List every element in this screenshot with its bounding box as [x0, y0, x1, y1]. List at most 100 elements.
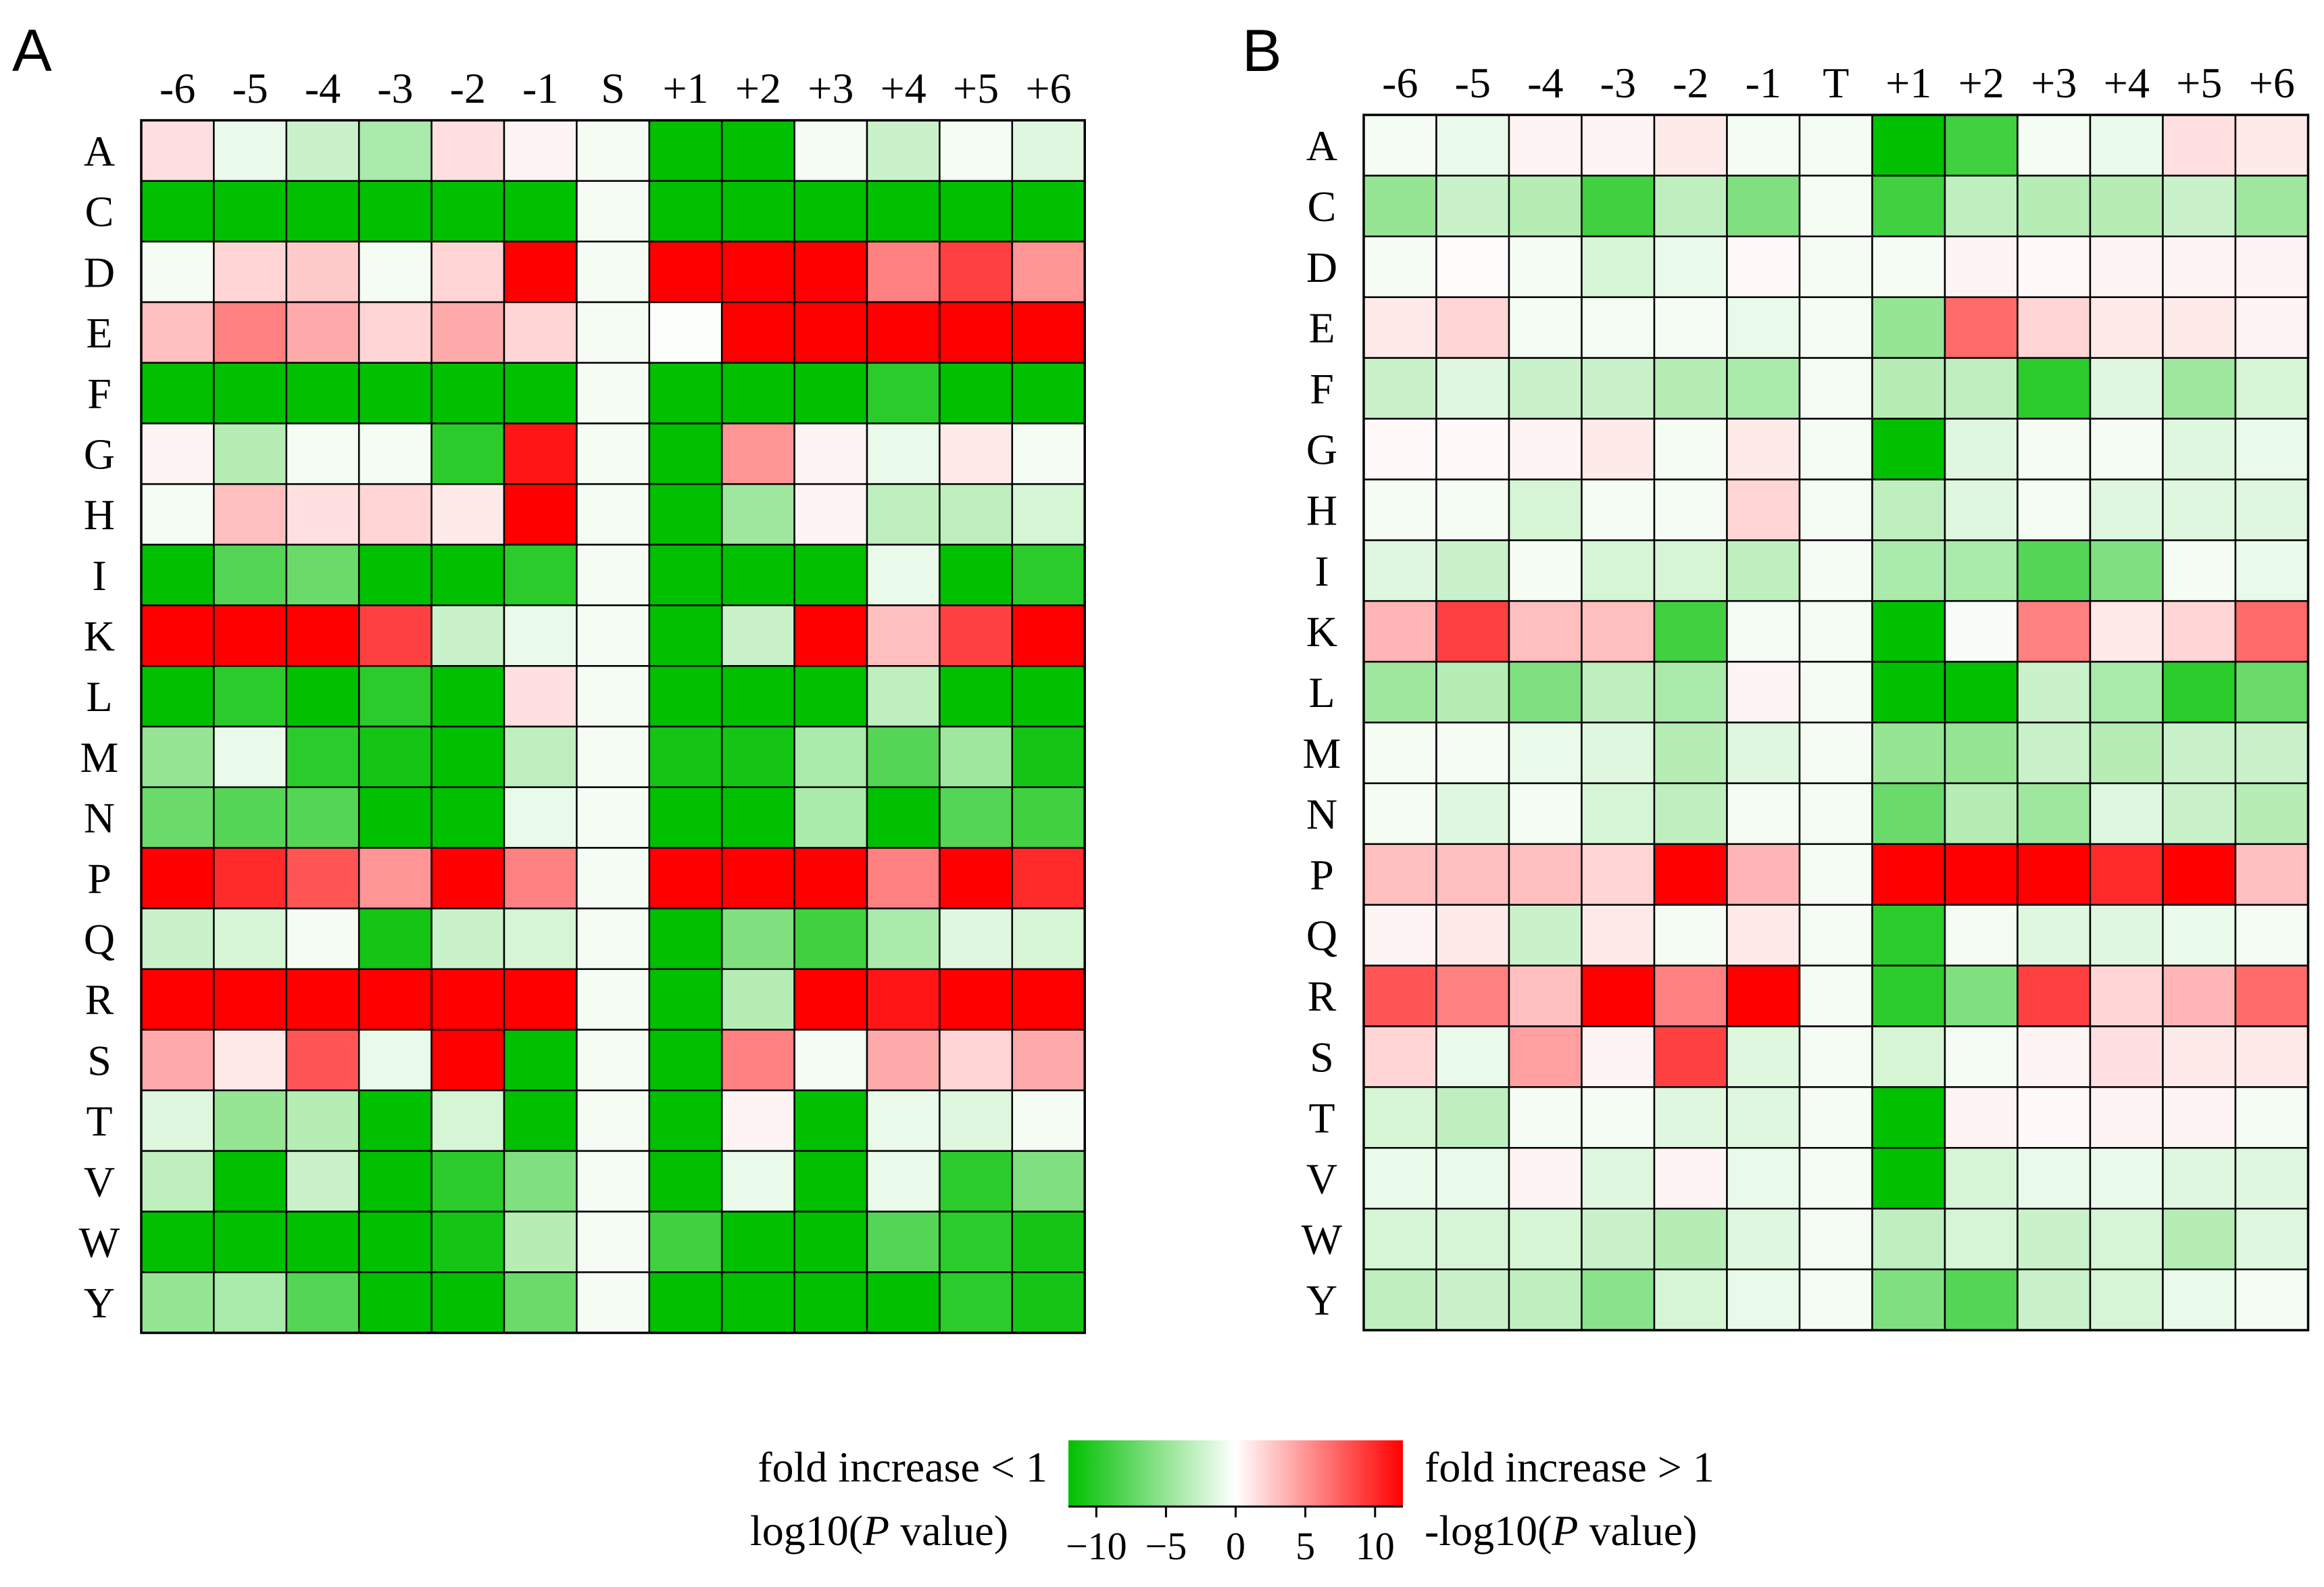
heatmap-cell-a-l-plus4: [866, 665, 941, 728]
heatmap-cell-b-g-minus4: [1508, 418, 1583, 481]
heatmap-cell-a-a-plus5: [939, 119, 1014, 182]
heatmap-cell-b-i-plus2: [1944, 539, 2019, 602]
heatmap-cell-b-w-t: [1798, 1207, 1873, 1271]
heatmap-cell-a-p-plus1: [648, 847, 723, 910]
heatmap-cell-a-p-plus3: [793, 847, 868, 910]
heatmap-cell-a-t-minus2: [430, 1089, 505, 1152]
heatmap-cell-b-m-minus6: [1362, 721, 1437, 785]
heatmap-cell-b-g-t: [1798, 418, 1873, 481]
heatmap-cell-b-s-minus4: [1508, 1025, 1583, 1088]
heatmap-cell-b-a-minus6: [1362, 114, 1437, 177]
heatmap-cell-a-a-minus6: [140, 119, 215, 182]
heatmap-cell-b-i-minus6: [1362, 539, 1437, 602]
heatmap-cell-b-d-minus3: [1581, 235, 1656, 298]
row-label-a-a: A: [84, 127, 115, 175]
heatmap-cell-a-t-plus6: [1011, 1089, 1086, 1152]
heatmap-cell-a-i-s: [576, 543, 651, 606]
colorbar-tick-label: 0: [1226, 1524, 1245, 1568]
heatmap-cell-a-y-plus2: [720, 1271, 795, 1334]
heatmap-cell-a-d-plus3: [793, 241, 868, 303]
heatmap-cell-a-q-plus2: [720, 907, 795, 971]
heatmap-cell-b-y-minus5: [1435, 1268, 1510, 1332]
heatmap-cell-a-h-minus3: [357, 483, 432, 546]
heatmap-cell-b-h-plus4: [2089, 479, 2164, 541]
heatmap-cell-a-d-plus2: [720, 241, 795, 303]
heatmap-cell-b-n-minus6: [1362, 782, 1437, 846]
heatmap-cell-b-t-plus1: [1871, 1086, 1946, 1149]
heatmap-cell-a-c-plus1: [648, 180, 723, 243]
heatmap-cell-a-a-s: [576, 119, 651, 182]
heatmap-cell-a-a-plus6: [1011, 119, 1086, 182]
heatmap-cell-a-c-minus1: [503, 180, 578, 243]
heatmap-cell-a-m-plus3: [793, 725, 868, 788]
heatmap-cell-b-n-minus5: [1435, 782, 1510, 846]
heatmap-cell-b-g-plus1: [1871, 418, 1946, 481]
heatmap-cell-b-i-plus4: [2089, 539, 2164, 602]
heatmap-cell-a-s-minus6: [140, 1029, 215, 1092]
heatmap-cell-b-w-minus3: [1581, 1207, 1656, 1271]
column-label-a-minus6: -6: [159, 64, 195, 112]
heatmap-cell-a-f-plus4: [866, 362, 941, 424]
heatmap-cell-b-c-plus2: [1944, 174, 2019, 238]
column-label-a-minus3: -3: [377, 64, 413, 112]
heatmap-cell-a-h-minus2: [430, 483, 505, 546]
heatmap-cell-a-g-plus3: [793, 422, 868, 485]
heatmap-cell-a-t-minus3: [357, 1089, 432, 1152]
heatmap-cell-b-f-minus1: [1726, 357, 1801, 420]
heatmap-cell-a-i-plus6: [1011, 543, 1086, 606]
heatmap-cell-a-w-minus2: [430, 1211, 505, 1273]
heatmap-cell-b-r-plus2: [1944, 965, 2019, 1027]
heatmap-cell-b-r-minus1: [1726, 965, 1801, 1027]
heatmap-cell-a-e-minus4: [285, 301, 360, 364]
heatmap-cell-b-d-minus6: [1362, 235, 1437, 298]
heatmap-cell-a-q-plus1: [648, 907, 723, 971]
heatmap-cell-a-d-plus6: [1011, 241, 1086, 303]
heatmap-cell-b-c-plus3: [2017, 174, 2092, 238]
heatmap-cell-b-i-minus4: [1508, 539, 1583, 602]
heatmap-cell-b-d-plus4: [2089, 235, 2164, 298]
heatmap-cell-a-p-minus6: [140, 847, 215, 910]
heatmap-cell-a-c-minus2: [430, 180, 505, 243]
heatmap-cell-b-a-minus4: [1508, 114, 1583, 177]
heatmap-cell-b-q-plus2: [1944, 904, 2019, 967]
heatmap-cell-b-t-plus4: [2089, 1086, 2164, 1149]
heatmap-cell-b-a-minus5: [1435, 114, 1510, 177]
heatmap-cell-a-q-plus5: [939, 907, 1014, 971]
heatmap-cell-a-w-plus3: [793, 1211, 868, 1273]
heatmap-cell-a-g-plus1: [648, 422, 723, 485]
panel-label-b: B: [1242, 17, 1282, 84]
heatmap-cell-b-h-plus1: [1871, 479, 1946, 541]
heatmap-cell-b-p-t: [1798, 843, 1873, 906]
heatmap-cell-a-y-minus4: [285, 1271, 360, 1334]
column-label-a-plus6: +6: [1025, 64, 1071, 112]
heatmap-cell-b-i-minus2: [1653, 539, 1728, 602]
row-label-a-g: G: [84, 430, 115, 478]
heatmap-cell-b-f-t: [1798, 357, 1873, 420]
heatmap-cell-b-n-plus4: [2089, 782, 2164, 846]
heatmap-cell-b-v-minus1: [1726, 1147, 1801, 1210]
colorbar-left-label-line1: fold increase < 1: [758, 1443, 1047, 1491]
heatmap-cell-b-a-plus5: [2162, 114, 2237, 177]
heatmap-cell-b-l-minus5: [1435, 660, 1510, 724]
heatmap-cell-a-l-plus3: [793, 665, 868, 728]
heatmap-cells-a: [140, 119, 1086, 1334]
colorbar-ticks: −10 −5 0 5 10: [1066, 1507, 1395, 1568]
heatmap-cell-b-q-minus3: [1581, 904, 1656, 967]
heatmap-cell-b-l-minus1: [1726, 660, 1801, 724]
row-label-b-d: D: [1306, 243, 1337, 291]
heatmap-cell-b-r-plus4: [2089, 965, 2164, 1027]
row-label-b-f: F: [1310, 365, 1334, 413]
heatmap-cell-a-t-plus3: [793, 1089, 868, 1152]
heatmap-cell-b-f-minus2: [1653, 357, 1728, 420]
row-label-b-s: S: [1310, 1033, 1334, 1081]
heatmap-cell-b-s-t: [1798, 1025, 1873, 1088]
heatmap-cell-a-s-plus5: [939, 1029, 1014, 1092]
heatmap-cell-b-r-plus3: [2017, 965, 2092, 1027]
heatmap-cell-b-q-t: [1798, 904, 1873, 967]
heatmap-cell-a-k-plus5: [939, 604, 1014, 667]
heatmap-cell-a-k-minus4: [285, 604, 360, 667]
heatmap-cell-b-e-minus3: [1581, 296, 1656, 359]
heatmap-cell-a-a-minus1: [503, 119, 578, 182]
heatmap-cell-b-p-minus1: [1726, 843, 1801, 906]
heatmap-cell-b-e-plus4: [2089, 296, 2164, 359]
